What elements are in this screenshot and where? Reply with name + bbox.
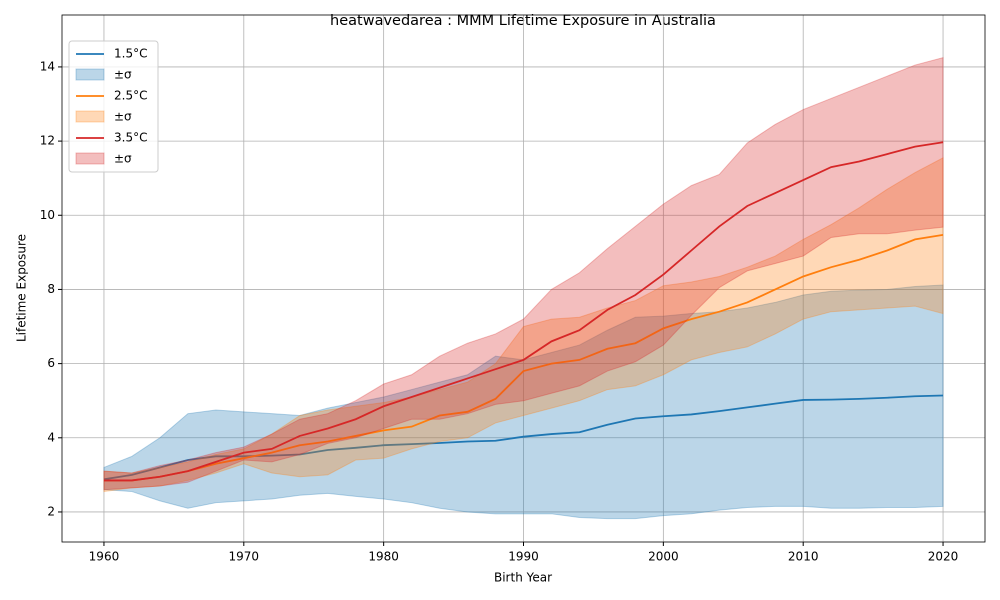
x-tick-label: 2010 <box>788 550 819 564</box>
x-tick-label: 1960 <box>89 550 120 564</box>
line <box>103 141 944 482</box>
legend-label: ±σ <box>114 152 132 166</box>
y-tick-label: 2 <box>47 504 55 518</box>
legend-patch <box>75 152 105 165</box>
y-tick-label: 6 <box>47 356 55 370</box>
y-axis-label: Lifetime Exposure <box>15 234 29 342</box>
band <box>103 284 944 520</box>
band <box>103 156 944 493</box>
legend-patch <box>75 68 105 81</box>
band <box>103 56 944 491</box>
y-tick-label: 12 <box>40 134 55 148</box>
x-tick-label: 2000 <box>648 550 679 564</box>
legend-box <box>68 40 159 173</box>
x-tick-label: 1990 <box>508 550 539 564</box>
legend-patch <box>75 110 105 123</box>
legend-label: 2.5°C <box>114 89 147 103</box>
legend-label: 1.5°C <box>114 47 147 61</box>
line <box>103 234 944 482</box>
legend-label: 3.5°C <box>114 131 147 145</box>
plot-frame <box>61 14 986 543</box>
x-tick-label: 2020 <box>928 550 959 564</box>
y-tick-label: 4 <box>47 430 55 444</box>
x-tick-label: 1970 <box>229 550 260 564</box>
line <box>103 394 944 481</box>
chart-title: heatwavedarea : MMM Lifetime Exposure in… <box>330 13 716 29</box>
y-tick-label: 8 <box>47 282 55 296</box>
y-tick-label: 14 <box>40 59 55 73</box>
legend-label: ±σ <box>114 68 132 82</box>
legend-label: ±σ <box>114 110 132 124</box>
x-axis-label: Birth Year <box>494 571 552 585</box>
x-tick-label: 1980 <box>368 550 399 564</box>
y-tick-label: 10 <box>40 208 55 222</box>
